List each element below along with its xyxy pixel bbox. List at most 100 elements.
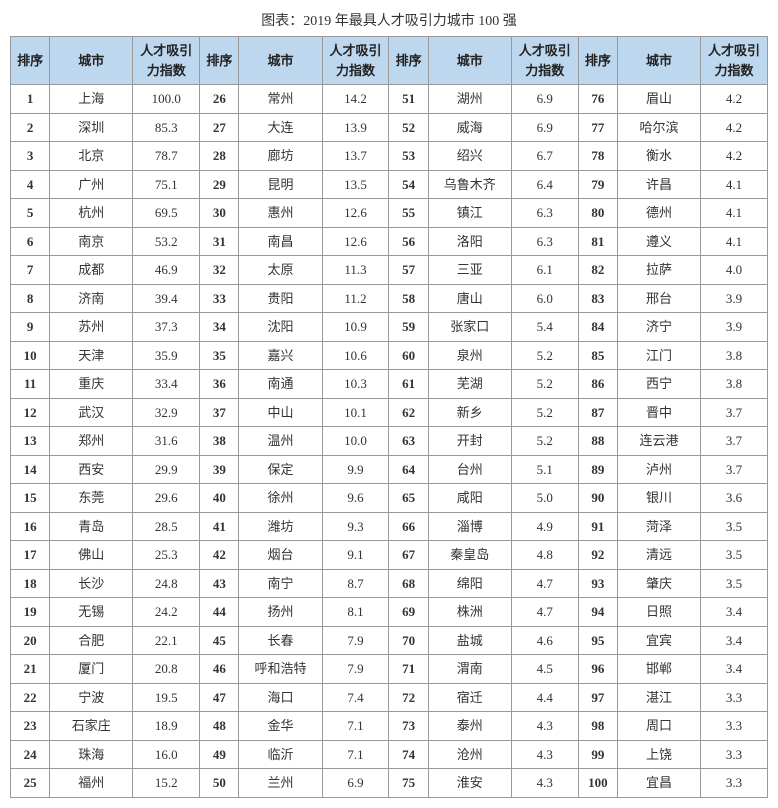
cell-index: 12.6 xyxy=(322,227,389,256)
cell-city: 福州 xyxy=(50,769,133,798)
cell-city: 淄博 xyxy=(428,512,511,541)
table-row: 22宁波19.547海口7.472宿迁4.497湛江3.3 xyxy=(11,683,768,712)
cell-rank: 86 xyxy=(578,370,617,399)
cell-index: 13.7 xyxy=(322,142,389,171)
table-row: 15东莞29.640徐州9.665咸阳5.090银川3.6 xyxy=(11,484,768,513)
cell-index: 10.1 xyxy=(322,398,389,427)
cell-rank: 27 xyxy=(200,113,239,142)
cell-city: 武汉 xyxy=(50,398,133,427)
cell-index: 7.1 xyxy=(322,712,389,741)
table-row: 17佛山25.342烟台9.167秦皇岛4.892清远3.5 xyxy=(11,541,768,570)
cell-city: 宿迁 xyxy=(428,683,511,712)
cell-rank: 59 xyxy=(389,313,428,342)
table-row: 9苏州37.334沈阳10.959张家口5.484济宁3.9 xyxy=(11,313,768,342)
cell-index: 6.7 xyxy=(511,142,578,171)
cell-rank: 79 xyxy=(578,170,617,199)
cell-rank: 22 xyxy=(11,683,50,712)
cell-index: 19.5 xyxy=(133,683,200,712)
table-row: 14西安29.939保定9.964台州5.189泸州3.7 xyxy=(11,455,768,484)
table-row: 3北京78.728廊坊13.753绍兴6.778衡水4.2 xyxy=(11,142,768,171)
cell-city: 绍兴 xyxy=(428,142,511,171)
cell-city: 泉州 xyxy=(428,341,511,370)
cell-city: 廊坊 xyxy=(239,142,322,171)
cell-index: 37.3 xyxy=(133,313,200,342)
cell-rank: 2 xyxy=(11,113,50,142)
cell-rank: 95 xyxy=(578,626,617,655)
cell-index: 6.4 xyxy=(511,170,578,199)
cell-rank: 80 xyxy=(578,199,617,228)
cell-rank: 19 xyxy=(11,598,50,627)
cell-city: 惠州 xyxy=(239,199,322,228)
cell-index: 53.2 xyxy=(133,227,200,256)
cell-city: 海口 xyxy=(239,683,322,712)
cell-rank: 67 xyxy=(389,541,428,570)
cell-rank: 60 xyxy=(389,341,428,370)
cell-city: 大连 xyxy=(239,113,322,142)
cell-index: 85.3 xyxy=(133,113,200,142)
cell-city: 衡水 xyxy=(617,142,700,171)
cell-city: 宁波 xyxy=(50,683,133,712)
cell-city: 南京 xyxy=(50,227,133,256)
cell-index: 3.3 xyxy=(701,769,768,798)
cell-rank: 51 xyxy=(389,85,428,114)
table-row: 18长沙24.843南宁8.768绵阳4.793肇庆3.5 xyxy=(11,569,768,598)
cell-rank: 84 xyxy=(578,313,617,342)
cell-index: 6.9 xyxy=(511,85,578,114)
cell-index: 3.7 xyxy=(701,455,768,484)
cell-rank: 36 xyxy=(200,370,239,399)
cell-index: 69.5 xyxy=(133,199,200,228)
cell-city: 邯郸 xyxy=(617,655,700,684)
table-row: 13郑州31.638温州10.063开封5.288连云港3.7 xyxy=(11,427,768,456)
cell-rank: 76 xyxy=(578,85,617,114)
cell-index: 4.2 xyxy=(701,113,768,142)
cell-index: 3.9 xyxy=(701,284,768,313)
cell-rank: 13 xyxy=(11,427,50,456)
cell-city: 遵义 xyxy=(617,227,700,256)
cell-rank: 70 xyxy=(389,626,428,655)
cell-index: 4.8 xyxy=(511,541,578,570)
cell-city: 唐山 xyxy=(428,284,511,313)
header-city: 城市 xyxy=(239,37,322,85)
cell-index: 6.9 xyxy=(511,113,578,142)
cell-rank: 69 xyxy=(389,598,428,627)
cell-rank: 68 xyxy=(389,569,428,598)
cell-city: 西安 xyxy=(50,455,133,484)
cell-city: 南通 xyxy=(239,370,322,399)
cell-city: 开封 xyxy=(428,427,511,456)
cell-index: 3.5 xyxy=(701,569,768,598)
cell-index: 31.6 xyxy=(133,427,200,456)
cell-city: 厦门 xyxy=(50,655,133,684)
cell-rank: 48 xyxy=(200,712,239,741)
cell-rank: 89 xyxy=(578,455,617,484)
cell-rank: 81 xyxy=(578,227,617,256)
cell-rank: 71 xyxy=(389,655,428,684)
cell-index: 3.7 xyxy=(701,427,768,456)
header-rank: 排序 xyxy=(578,37,617,85)
cell-rank: 20 xyxy=(11,626,50,655)
cell-rank: 87 xyxy=(578,398,617,427)
cell-rank: 83 xyxy=(578,284,617,313)
cell-city: 长春 xyxy=(239,626,322,655)
cell-index: 33.4 xyxy=(133,370,200,399)
table-row: 1上海100.026常州14.251湖州6.976眉山4.2 xyxy=(11,85,768,114)
cell-rank: 45 xyxy=(200,626,239,655)
cell-rank: 52 xyxy=(389,113,428,142)
cell-index: 3.4 xyxy=(701,598,768,627)
table-row: 5杭州69.530惠州12.655镇江6.380德州4.1 xyxy=(11,199,768,228)
cell-index: 4.5 xyxy=(511,655,578,684)
cell-city: 长沙 xyxy=(50,569,133,598)
cell-index: 4.3 xyxy=(511,712,578,741)
cell-rank: 9 xyxy=(11,313,50,342)
cell-rank: 4 xyxy=(11,170,50,199)
table-row: 21厦门20.846呼和浩特7.971渭南4.596邯郸3.4 xyxy=(11,655,768,684)
cell-rank: 75 xyxy=(389,769,428,798)
cell-rank: 98 xyxy=(578,712,617,741)
cell-city: 淮安 xyxy=(428,769,511,798)
cell-index: 15.2 xyxy=(133,769,200,798)
cell-index: 7.1 xyxy=(322,740,389,769)
cell-rank: 47 xyxy=(200,683,239,712)
cell-city: 佛山 xyxy=(50,541,133,570)
cell-index: 5.2 xyxy=(511,341,578,370)
cell-index: 100.0 xyxy=(133,85,200,114)
cell-rank: 18 xyxy=(11,569,50,598)
